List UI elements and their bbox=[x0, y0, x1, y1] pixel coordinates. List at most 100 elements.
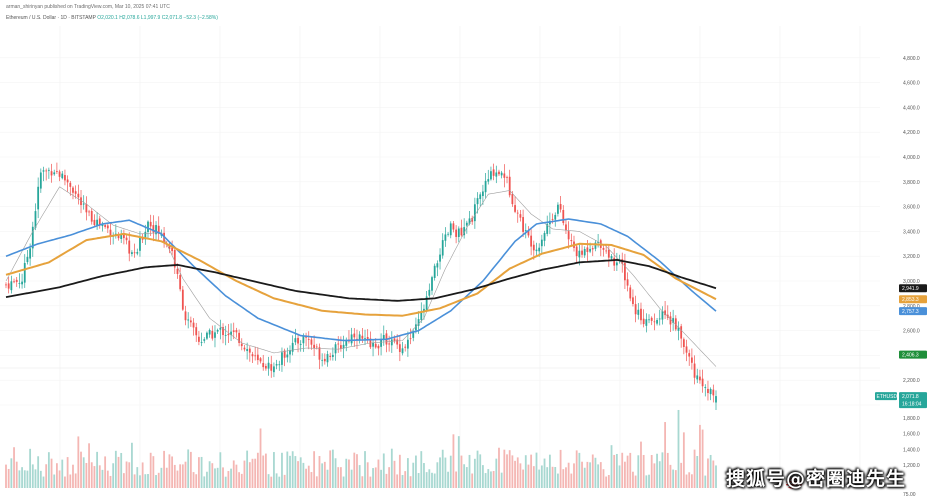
volume-bar bbox=[307, 465, 310, 488]
price-tick-label: 3,200.0 bbox=[903, 254, 920, 260]
last-price-box bbox=[899, 392, 927, 409]
volume-bar bbox=[342, 476, 345, 488]
price-tick-label: 4,000.0 bbox=[903, 155, 920, 161]
volume-bar bbox=[690, 474, 693, 488]
volume-bar bbox=[136, 467, 139, 488]
candle-body bbox=[412, 330, 415, 338]
candle-body bbox=[372, 342, 374, 347]
volume-bar bbox=[372, 468, 374, 488]
ma200-line bbox=[5, 258, 717, 302]
candle-body bbox=[23, 263, 26, 283]
volume-bar bbox=[211, 463, 214, 488]
candle-body bbox=[431, 277, 433, 291]
candle-body bbox=[484, 180, 487, 193]
volume-bar bbox=[206, 471, 208, 488]
candle-body bbox=[168, 246, 171, 250]
candle-body bbox=[388, 343, 391, 345]
volume-bar bbox=[259, 428, 262, 488]
candle-body bbox=[455, 229, 458, 237]
last-price-label: 2,071.8 bbox=[902, 394, 919, 400]
volume-bar bbox=[495, 458, 498, 488]
volume-bar bbox=[350, 469, 353, 488]
candle-body bbox=[342, 344, 345, 349]
candle-body bbox=[181, 289, 184, 310]
volume-bar bbox=[230, 468, 232, 488]
volume-bar bbox=[61, 459, 64, 488]
volume-bar bbox=[538, 469, 541, 488]
volume-bar bbox=[122, 473, 125, 488]
volume-bar bbox=[621, 452, 624, 488]
countdown-label: 16:18:04 bbox=[902, 402, 922, 408]
candle-body bbox=[141, 237, 144, 240]
candle-body bbox=[61, 173, 64, 179]
publisher-line: arman_shirinyan published on TradingView… bbox=[6, 4, 170, 10]
price-tag: 2,757.3 bbox=[899, 307, 927, 316]
volume-bar bbox=[583, 467, 586, 488]
volume-bar bbox=[658, 461, 661, 488]
candle-body bbox=[109, 229, 112, 237]
candle-body bbox=[171, 247, 174, 252]
volume-bar bbox=[473, 458, 476, 488]
volume-bar bbox=[415, 455, 417, 488]
price-tag: 2,853.3 bbox=[899, 295, 927, 304]
candle-body bbox=[5, 284, 7, 286]
candle-body bbox=[58, 171, 61, 177]
volume-bar bbox=[37, 456, 40, 488]
volume-bar bbox=[262, 455, 265, 488]
candle-body bbox=[155, 225, 157, 235]
candle-body bbox=[575, 246, 578, 257]
volume-bar bbox=[570, 473, 573, 488]
candle-body bbox=[452, 223, 455, 230]
candle-body bbox=[133, 252, 136, 254]
volume-bar bbox=[452, 434, 455, 488]
candle-body bbox=[307, 339, 310, 340]
candle-body bbox=[195, 327, 198, 336]
volume-bar bbox=[645, 475, 648, 488]
volume-bar bbox=[715, 465, 717, 488]
volume-bar bbox=[34, 469, 37, 488]
volume-bar bbox=[56, 463, 58, 488]
volume-bar bbox=[471, 473, 474, 488]
volume-bar bbox=[192, 472, 195, 488]
volume-bar bbox=[476, 450, 479, 488]
price-axis[interactable]: 2,000.02,200.02,400.02,600.02,800.03,000… bbox=[903, 56, 920, 498]
candle-body bbox=[321, 359, 324, 361]
candle-body bbox=[64, 175, 66, 181]
volume-bar bbox=[302, 462, 305, 488]
candle-body bbox=[404, 346, 407, 348]
symbol-ohlc-line: Ethereum / U.S. Dollar · 1D · BITSTAMP O… bbox=[6, 15, 218, 21]
candle-body bbox=[417, 319, 420, 326]
symbol-name[interactable]: Ethereum / U.S. Dollar · 1D · BITSTAMP bbox=[6, 15, 96, 21]
candle-body bbox=[707, 388, 709, 394]
volume-bar bbox=[393, 460, 396, 488]
candle-body bbox=[114, 233, 117, 235]
price-tag-label: 2,853.3 bbox=[902, 297, 919, 303]
candle-body bbox=[559, 203, 562, 210]
candle-body bbox=[345, 340, 348, 346]
volume-bar bbox=[264, 453, 267, 488]
candle-body bbox=[672, 318, 675, 323]
volume-bar bbox=[366, 462, 369, 488]
candle-body bbox=[594, 242, 597, 249]
volume-bar bbox=[337, 467, 340, 488]
candle-body bbox=[66, 179, 69, 183]
candle-body bbox=[77, 193, 80, 198]
volume-bar bbox=[586, 461, 589, 488]
volume-bar bbox=[433, 473, 436, 488]
price-tick-label: 3,800.0 bbox=[903, 180, 920, 186]
volume-bar bbox=[104, 456, 107, 488]
flag-icon bbox=[786, 478, 802, 489]
volume-bar bbox=[222, 467, 224, 488]
volume-bar bbox=[326, 469, 329, 488]
candle-body bbox=[256, 354, 259, 361]
volume-bar bbox=[548, 454, 551, 488]
volume-bar bbox=[669, 464, 672, 488]
volume-bar bbox=[632, 471, 634, 488]
volume-bar bbox=[278, 476, 281, 488]
volume-bar bbox=[114, 450, 117, 488]
volume-bar bbox=[74, 473, 77, 488]
volume-bar bbox=[439, 457, 441, 488]
candle-body bbox=[214, 332, 216, 338]
volume-bar bbox=[457, 436, 460, 488]
